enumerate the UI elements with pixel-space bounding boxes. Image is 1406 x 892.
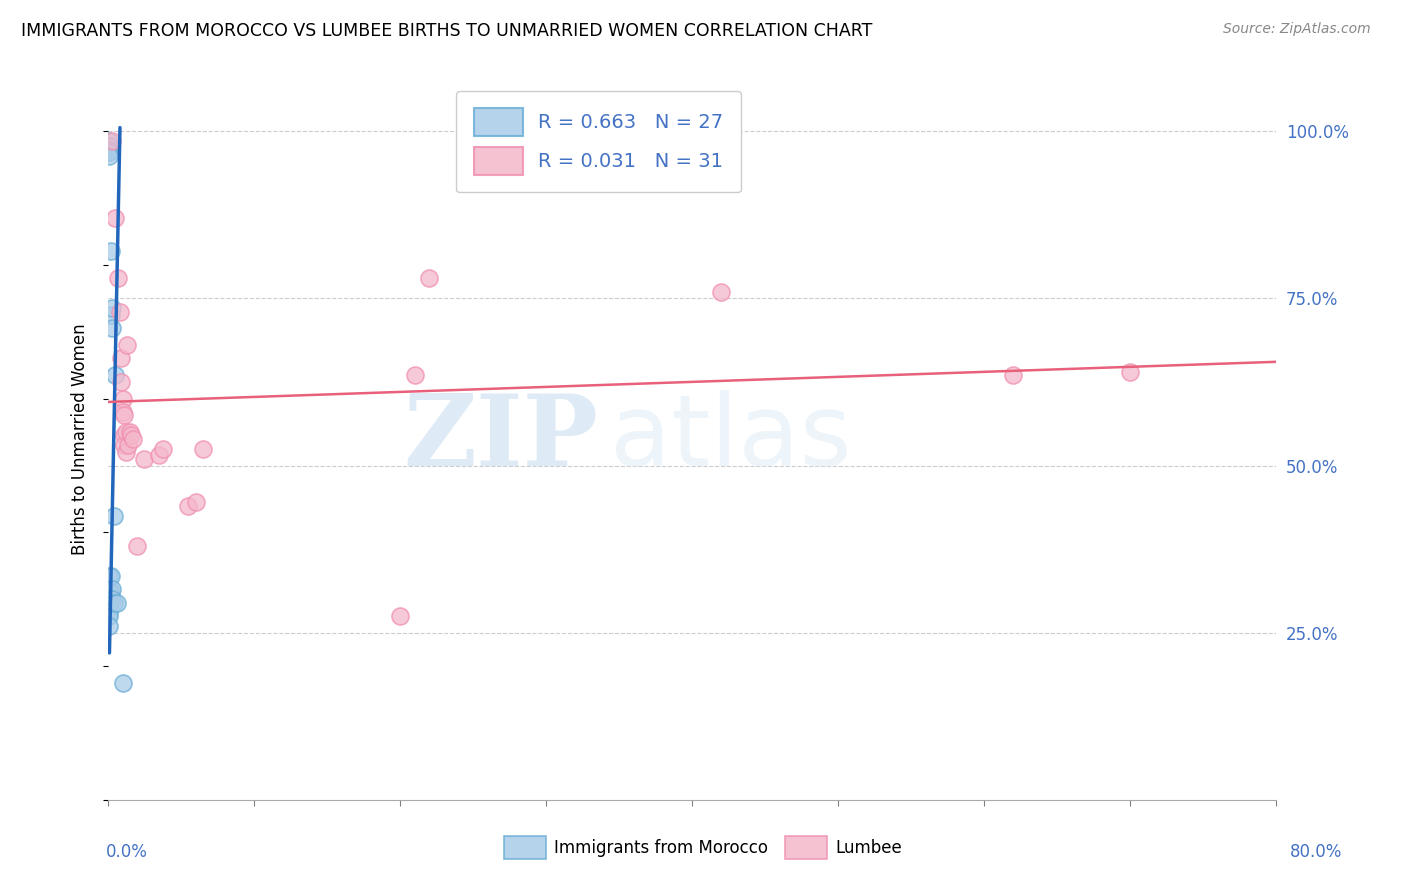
- Point: [148, 449, 170, 463]
- Point: [110, 375, 132, 389]
- Point: [98, 599, 121, 613]
- Point: [112, 428, 135, 442]
- Point: [101, 321, 124, 335]
- Point: [127, 539, 149, 553]
- Point: [103, 596, 125, 610]
- Point: [101, 301, 124, 316]
- Point: [191, 442, 214, 456]
- Point: [104, 368, 127, 383]
- Point: [100, 244, 122, 259]
- Point: [101, 134, 124, 148]
- Point: [98, 609, 121, 624]
- Point: [98, 592, 121, 607]
- Point: [418, 271, 440, 285]
- Point: [120, 428, 142, 442]
- Point: [98, 149, 121, 163]
- Point: [101, 582, 124, 597]
- Point: [98, 582, 121, 597]
- Text: 80.0%: 80.0%: [1291, 843, 1343, 861]
- Point: [108, 304, 131, 318]
- Point: [98, 138, 121, 153]
- Point: [118, 425, 141, 439]
- Point: [114, 445, 136, 459]
- Point: [134, 451, 156, 466]
- Point: [101, 592, 124, 607]
- Text: IMMIGRANTS FROM MOROCCO VS LUMBEE BIRTHS TO UNMARRIED WOMEN CORRELATION CHART: IMMIGRANTS FROM MOROCCO VS LUMBEE BIRTHS…: [21, 22, 873, 40]
- Text: 0.0%: 0.0%: [105, 843, 148, 861]
- Point: [98, 134, 121, 148]
- Point: [98, 143, 121, 157]
- Point: [177, 499, 200, 513]
- Point: [107, 271, 129, 285]
- Point: [111, 405, 134, 419]
- Text: ZIP: ZIP: [404, 391, 599, 487]
- Point: [100, 308, 122, 322]
- Point: [98, 619, 121, 633]
- Point: [105, 596, 128, 610]
- Point: [111, 392, 134, 406]
- Point: [98, 569, 121, 583]
- Point: [710, 285, 733, 299]
- Point: [100, 569, 122, 583]
- Point: [114, 425, 136, 439]
- Point: [98, 606, 121, 620]
- Point: [115, 338, 138, 352]
- Point: [121, 432, 143, 446]
- Point: [103, 508, 125, 523]
- Text: atlas: atlas: [610, 391, 852, 487]
- Legend: R = 0.663   N = 27, R = 0.031   N = 31: R = 0.663 N = 27, R = 0.031 N = 31: [457, 91, 741, 193]
- Text: Source: ZipAtlas.com: Source: ZipAtlas.com: [1223, 22, 1371, 37]
- Point: [98, 145, 121, 160]
- Point: [404, 368, 426, 383]
- Point: [104, 211, 127, 225]
- Point: [117, 438, 139, 452]
- Point: [389, 609, 412, 624]
- Point: [98, 596, 121, 610]
- Point: [98, 602, 121, 616]
- Point: [1002, 368, 1025, 383]
- Y-axis label: Births to Unmarried Women: Births to Unmarried Women: [72, 323, 89, 555]
- Point: [110, 351, 132, 366]
- Point: [111, 676, 134, 690]
- Point: [112, 409, 135, 423]
- Point: [1119, 365, 1142, 379]
- Point: [100, 585, 122, 599]
- Point: [152, 442, 174, 456]
- Point: [184, 495, 207, 509]
- Legend: Immigrants from Morocco, Lumbee: Immigrants from Morocco, Lumbee: [498, 829, 908, 866]
- Point: [112, 438, 135, 452]
